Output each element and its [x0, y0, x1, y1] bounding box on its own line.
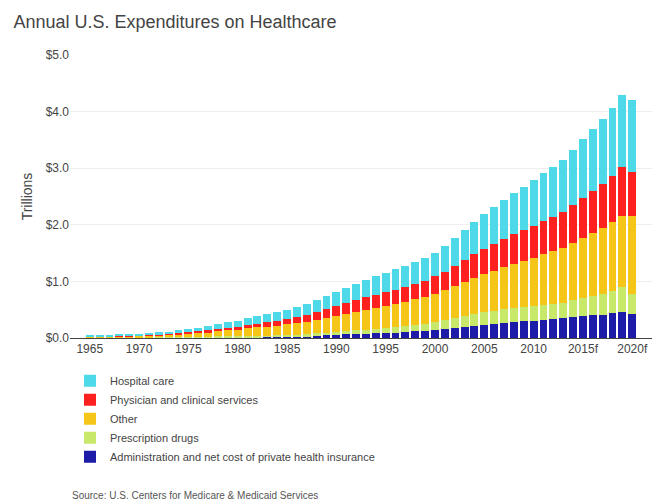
svg-text:Physician and clinical service: Physician and clinical services	[110, 394, 258, 406]
svg-text:1980: 1980	[224, 342, 251, 356]
svg-text:Hospital care: Hospital care	[110, 375, 174, 387]
svg-text:$2.0: $2.0	[46, 218, 70, 232]
svg-text:$0.0: $0.0	[46, 331, 70, 345]
svg-text:2000: 2000	[422, 342, 449, 356]
svg-text:1990: 1990	[323, 342, 350, 356]
svg-text:2010: 2010	[520, 342, 547, 356]
svg-text:Administration and net cost of: Administration and net cost of private h…	[110, 451, 375, 463]
svg-text:2005: 2005	[471, 342, 498, 356]
svg-text:$4.0: $4.0	[46, 105, 70, 119]
svg-text:$3.0: $3.0	[46, 161, 70, 175]
svg-text:Annual U.S. Expenditures on He: Annual U.S. Expenditures on Healthcare	[13, 12, 336, 32]
svg-text:1975: 1975	[175, 342, 202, 356]
svg-text:Prescription drugs: Prescription drugs	[110, 432, 199, 444]
svg-text:$5.0: $5.0	[46, 48, 70, 62]
svg-text:1995: 1995	[372, 342, 399, 356]
svg-text:Other: Other	[110, 413, 138, 425]
svg-text:2020f: 2020f	[617, 342, 648, 356]
svg-text:2015f: 2015f	[568, 342, 599, 356]
svg-text:1970: 1970	[126, 342, 153, 356]
svg-text:Trillions: Trillions	[19, 173, 35, 221]
svg-text:1965: 1965	[76, 342, 103, 356]
svg-text:1985: 1985	[274, 342, 301, 356]
svg-text:Source: U.S. Centers for Medic: Source: U.S. Centers for Medicare & Medi…	[72, 490, 318, 501]
svg-text:$1.0: $1.0	[46, 275, 70, 289]
